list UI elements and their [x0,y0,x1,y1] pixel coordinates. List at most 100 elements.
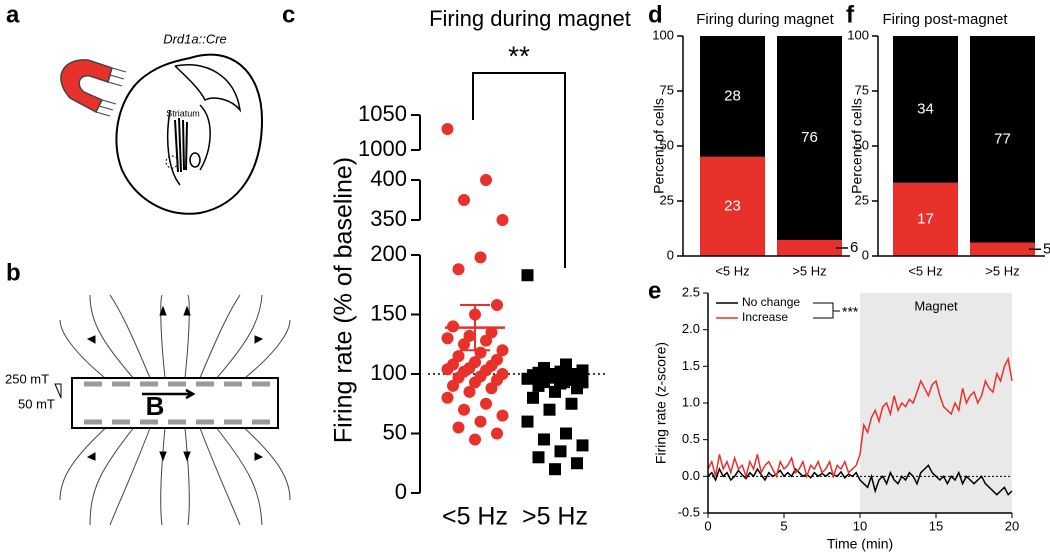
diagram-b [54,294,291,526]
shaded-label: Magnet [914,298,958,313]
data-line [707,464,1013,496]
data-point [447,379,459,392]
data-point [549,463,561,476]
data-point [496,344,509,357]
count-label: 76 [801,129,818,146]
data-point [474,415,487,428]
y-axis-label: Firing rate (% of baseline) [330,157,358,443]
y-tick-label: 100 [370,360,407,385]
genotype-label: Drd1a::Cre [163,31,227,46]
count-label: 77 [994,130,1011,147]
data-point [452,421,465,434]
chart-title: Firing post-magnet [882,11,1008,28]
x-tick-label: >5 Hz [985,263,1019,278]
panel-label: e [648,277,661,304]
data-point [441,123,454,135]
data-point [538,433,550,446]
bar-segment [970,242,1035,256]
data-point [458,403,470,416]
data-point [543,403,556,416]
y-tick-label: 0 [667,247,674,262]
data-point [549,385,561,398]
diagram-a [60,53,264,215]
data-point [480,397,492,410]
data-point [463,385,476,398]
y-tick-label: 350 [370,206,407,231]
data-point [441,391,454,404]
y-tick-label: 100 [652,27,674,42]
field-low-label: 50 mT [18,396,55,411]
y-tick-label: 1.0 [682,394,700,409]
data-line [707,356,1013,479]
significance-label: ** [508,40,530,71]
data-point [480,334,492,347]
field-symbol: B [146,391,165,421]
data-point [571,457,583,470]
count-label: 34 [917,100,934,117]
data-point [491,298,503,311]
y-tick-label: 1.5 [682,358,700,373]
count-label: 5 [1043,240,1050,257]
x-tick-label: 10 [853,518,867,533]
data-point [560,427,572,440]
y-tick-label: -0.5 [678,504,700,519]
data-point [496,409,509,422]
x-tick-label: 20 [1005,518,1019,533]
data-point [554,445,567,458]
axes [877,36,1045,257]
data-point [452,263,465,276]
legend-label: Increase [742,310,788,324]
x-tick-label: <5 Hz [908,263,942,278]
significance-bracket [813,302,840,319]
panel-label: b [6,259,21,286]
y-axis-label: Percent of cells [849,98,865,194]
panel-label: c [282,1,295,28]
y-tick-label: 50 [855,137,869,152]
data-point [491,427,503,440]
y-tick-label: 0.5 [682,431,700,446]
axes [707,293,1012,514]
count-label: 17 [917,210,934,227]
y-tick-label: 1000 [358,136,407,161]
bar-segment [700,36,765,157]
data-point [521,415,534,428]
y-axis-label: Firing rate (z-score) [653,342,669,464]
chart-title: Firing during magnet [429,6,631,31]
data-point [527,391,539,404]
significance-label: *** [842,304,859,320]
y-tick-label: 150 [370,300,407,325]
bar-segment [970,36,1035,243]
legend-label: No change [742,295,800,309]
panel-label: a [6,1,20,28]
chart-title: Firing during magnet [696,11,834,28]
x-tick-label: <5 Hz [715,263,749,278]
bar-segment [777,36,842,240]
x-tick-label: >5 Hz [792,263,826,278]
error-bar [540,376,570,389]
y-tick-label: 0 [395,479,407,504]
data-point [496,214,509,226]
count-label: 28 [724,87,741,104]
count-label: 6 [850,239,858,256]
x-tick-label: 0 [704,518,711,533]
region-label: Striatum [166,108,200,118]
data-point [469,433,481,446]
bar-segment [893,36,958,183]
data-point [576,439,589,452]
y-tick-label: 1050 [358,101,407,126]
y-tick-label: 100 [847,27,869,42]
y-axis-label: Percent of cells [651,98,667,194]
x-tick-label: 15 [929,518,943,533]
bar-segment [777,239,842,256]
x-tick-label: 5 [780,518,787,533]
data-point [565,397,578,410]
data-point [441,332,454,345]
axes [682,36,850,257]
x-tick-label: <5 Hz [442,503,508,531]
y-tick-label: 200 [370,241,407,266]
data-point [458,338,470,351]
error-bar [460,303,490,352]
x-tick-label: >5 Hz [522,503,588,531]
y-tick-label: 50 [383,419,407,444]
